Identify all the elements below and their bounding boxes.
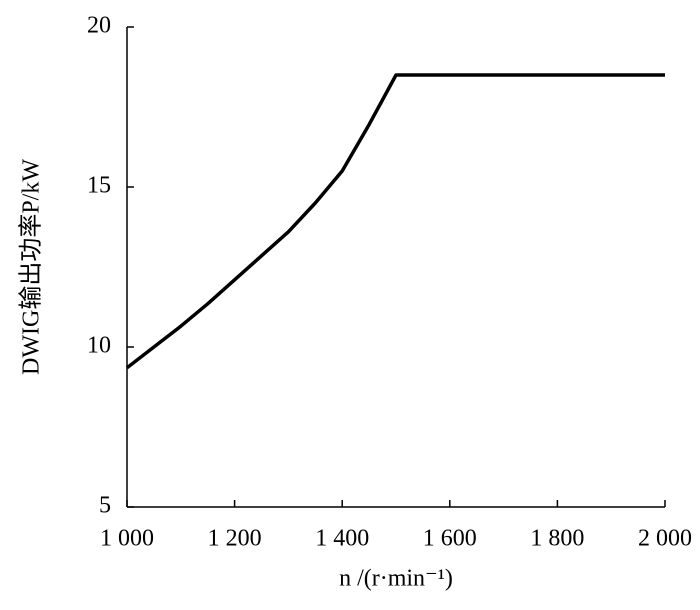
x-tick-label: 1 800 — [530, 526, 584, 552]
x-tick-label: 1 400 — [315, 526, 369, 552]
y-tick-label: 20 — [87, 13, 111, 39]
x-axis-label: n /(r·min⁻¹) — [339, 566, 453, 592]
x-tick-label: 1 600 — [423, 526, 477, 552]
x-tick-label: 2 000 — [638, 526, 692, 552]
x-tick-label: 1 200 — [208, 526, 262, 552]
y-tick-label: 5 — [99, 493, 111, 519]
y-axis-label: DWIG输出功率P/kW — [18, 159, 45, 375]
y-tick-label: 10 — [87, 333, 111, 359]
y-tick-label: 15 — [87, 173, 111, 199]
data-line — [125, 73, 665, 370]
x-tick-label: 1 000 — [100, 526, 154, 552]
